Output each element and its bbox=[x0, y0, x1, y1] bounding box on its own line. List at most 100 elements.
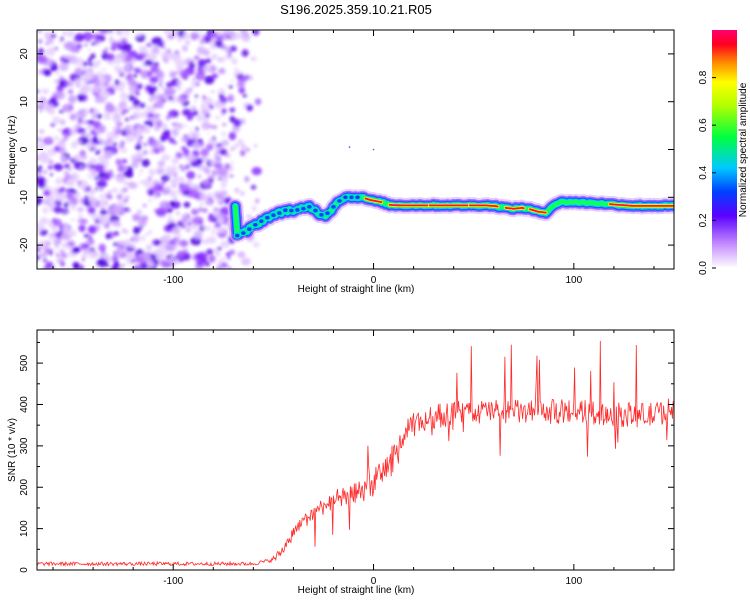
noise-speckle bbox=[205, 261, 210, 267]
noise-speckle bbox=[162, 233, 172, 242]
noise-speckle bbox=[174, 33, 177, 36]
noise-speckle bbox=[55, 192, 68, 202]
noise-speckle bbox=[184, 153, 188, 157]
noise-speckle bbox=[163, 30, 168, 34]
noise-speckle bbox=[105, 53, 115, 61]
noise-speckle bbox=[212, 216, 218, 223]
noise-speckle bbox=[63, 134, 69, 141]
noise-speckle bbox=[198, 220, 203, 224]
noise-speckle bbox=[171, 226, 181, 235]
noise-speckle bbox=[109, 215, 120, 223]
noise-speckle bbox=[87, 174, 92, 178]
noise-speckle bbox=[156, 192, 161, 197]
noise-speckle bbox=[98, 77, 107, 85]
noise-speckle bbox=[37, 30, 42, 34]
noise-speckle bbox=[63, 202, 69, 208]
noise-speckle bbox=[161, 132, 171, 141]
noise-speckle bbox=[94, 92, 99, 97]
noise-speckle bbox=[132, 99, 141, 107]
noise-speckle bbox=[81, 258, 85, 262]
noise-speckle bbox=[225, 83, 228, 86]
noise-speckle bbox=[220, 139, 230, 147]
noise-speckle bbox=[91, 42, 96, 46]
noise-speckle bbox=[41, 88, 49, 95]
noise-speckle bbox=[117, 70, 122, 74]
ridge-blob-core bbox=[259, 219, 264, 223]
noise-speckle bbox=[197, 158, 204, 164]
ridge-blob-core bbox=[325, 211, 330, 216]
noise-speckle bbox=[37, 52, 42, 57]
noise-speckle bbox=[224, 163, 231, 170]
noise-speckle bbox=[114, 261, 120, 268]
ridge-blob-core bbox=[349, 195, 354, 200]
noise-speckle bbox=[145, 91, 148, 94]
noise-speckle bbox=[78, 264, 84, 269]
noise-speckle bbox=[91, 250, 97, 255]
noise-speckle bbox=[196, 252, 208, 261]
ridge-blob-core bbox=[247, 227, 252, 231]
noise-speckle bbox=[140, 215, 149, 222]
noise-speckle bbox=[64, 163, 71, 169]
noise-speckle bbox=[134, 255, 144, 263]
ridge-blob-core bbox=[307, 205, 312, 209]
noise-speckle bbox=[55, 71, 60, 75]
noise-speckle bbox=[99, 209, 108, 216]
noise-speckle bbox=[93, 163, 105, 173]
noise-speckle bbox=[66, 190, 74, 200]
noise-speckle bbox=[88, 206, 96, 215]
noise-speckle bbox=[37, 55, 48, 64]
noise-speckle bbox=[124, 117, 129, 122]
noise-speckle bbox=[125, 54, 133, 62]
noise-speckle bbox=[116, 30, 121, 34]
noise-speckle bbox=[87, 57, 93, 62]
noise-speckle bbox=[192, 78, 196, 82]
noise-speckle bbox=[119, 107, 123, 111]
noise-speckle bbox=[114, 65, 120, 72]
noise-speckle bbox=[222, 256, 227, 261]
noise-speckle bbox=[105, 102, 114, 111]
noise-speckle bbox=[192, 142, 201, 150]
noise-speckle bbox=[48, 241, 51, 245]
noise-speckle bbox=[223, 229, 228, 235]
noise-speckle bbox=[54, 47, 58, 51]
noise-speckle bbox=[78, 164, 84, 171]
y-tick-label: 20 bbox=[19, 48, 30, 60]
ridge-core-peak bbox=[468, 204, 499, 208]
noise-speckle bbox=[37, 254, 41, 261]
ridge-blob-core bbox=[241, 231, 246, 235]
noise-speckle bbox=[58, 109, 64, 114]
colorbar-ticks: 0.0 0.2 0.4 0.6 0.8 bbox=[698, 70, 716, 275]
noise-speckle bbox=[206, 143, 214, 151]
noise-speckle bbox=[176, 250, 185, 258]
noise-speckle bbox=[161, 154, 171, 161]
x-axis-label-bottom: Height of straight line (km) bbox=[298, 585, 415, 596]
noise-speckle bbox=[181, 93, 189, 100]
noise-speckle bbox=[120, 187, 128, 194]
noise-speckle bbox=[252, 30, 260, 36]
noise-speckle bbox=[160, 86, 166, 90]
noise-speckle bbox=[206, 248, 214, 255]
noise-speckle bbox=[125, 64, 131, 71]
noise-speckle bbox=[250, 184, 257, 190]
noise-speckle bbox=[52, 218, 63, 227]
ridge-blob-core bbox=[337, 199, 342, 203]
noise-speckle bbox=[128, 85, 138, 92]
noise-speckle bbox=[177, 36, 183, 43]
ridge-blob-core bbox=[271, 213, 276, 218]
noise-speckle bbox=[81, 243, 90, 249]
noise-speckle bbox=[139, 180, 144, 184]
noise-speckle bbox=[242, 94, 247, 98]
noise-speckle bbox=[138, 174, 141, 177]
noise-speckle bbox=[39, 252, 48, 259]
noise-speckle bbox=[194, 158, 198, 161]
noise-speckle bbox=[175, 234, 182, 239]
noise-speckle bbox=[112, 126, 119, 132]
noise-speckle bbox=[181, 136, 188, 143]
noise-speckle bbox=[37, 143, 46, 150]
noise-speckle bbox=[144, 143, 147, 147]
noise-speckle bbox=[142, 149, 148, 155]
noise-speckle bbox=[158, 145, 165, 153]
y-tick-label: 100 bbox=[19, 520, 30, 537]
noise-speckle bbox=[202, 48, 210, 57]
